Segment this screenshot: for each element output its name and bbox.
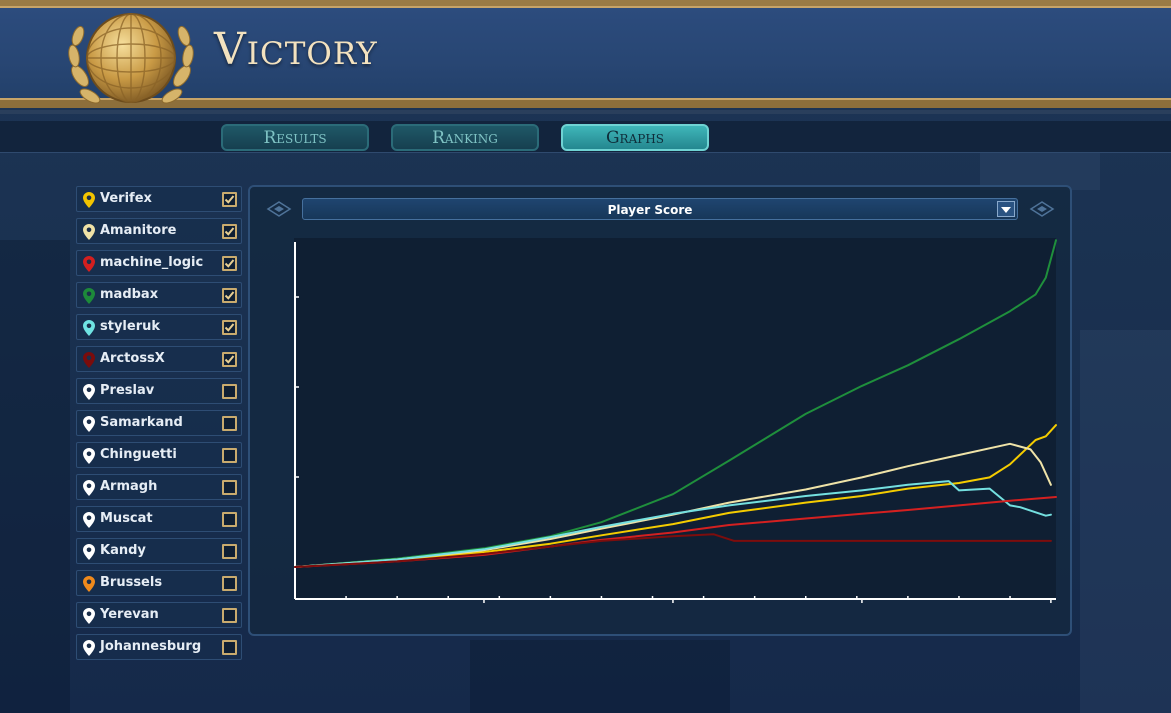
- player-name: Samarkand: [100, 415, 183, 430]
- player-name: madbax: [100, 287, 159, 302]
- background-building: [980, 150, 1100, 190]
- checkmark-icon: [224, 259, 235, 268]
- player-visibility-checkbox[interactable]: [222, 544, 237, 559]
- series-line-amanitore: [294, 442, 1052, 568]
- background-building: [470, 640, 730, 713]
- player-visibility-checkbox[interactable]: [222, 416, 237, 431]
- player-row[interactable]: Amanitore: [76, 218, 242, 244]
- player-row[interactable]: Johannesburg: [76, 634, 242, 660]
- player-name: Armagh: [100, 479, 158, 494]
- x-tick-label: 37: [476, 606, 491, 608]
- x-tick-label: 74: [665, 606, 680, 608]
- player-visibility-checkbox[interactable]: [222, 224, 237, 239]
- player-visibility-checkbox[interactable]: [222, 288, 237, 303]
- player-row[interactable]: ArctossX: [76, 346, 242, 372]
- series-line-arctossx: [294, 533, 1052, 568]
- player-row[interactable]: machine_logic: [76, 250, 242, 276]
- player-visibility-checkbox[interactable]: [222, 480, 237, 495]
- player-visibility-checkbox[interactable]: [222, 512, 237, 527]
- player-name: Muscat: [100, 511, 153, 526]
- series-line-styleruk: [294, 480, 1052, 568]
- player-row[interactable]: Yerevan: [76, 602, 242, 628]
- chevron-down-icon[interactable]: [997, 201, 1015, 217]
- player-name: styleruk: [100, 319, 161, 334]
- diamond-ornament-icon: [266, 201, 292, 217]
- player-visibility-checkbox[interactable]: [222, 192, 237, 207]
- player-row[interactable]: Muscat: [76, 506, 242, 532]
- header-banner: [0, 0, 1171, 114]
- player-row[interactable]: Kandy: [76, 538, 242, 564]
- player-name: Johannesburg: [100, 639, 202, 654]
- globe-laurel-icon: [68, 13, 194, 104]
- player-name: ArctossX: [100, 351, 165, 366]
- x-tick-label: 148: [1039, 606, 1062, 608]
- player-visibility-checkbox[interactable]: [222, 448, 237, 463]
- background-building: [0, 240, 70, 713]
- tab-results[interactable]: Results: [221, 124, 369, 151]
- series-line-madbax: [294, 239, 1057, 568]
- graph-type-selected: Player Score: [607, 203, 693, 217]
- player-name: Yerevan: [100, 607, 159, 622]
- checkmark-icon: [224, 291, 235, 300]
- player-name: Kandy: [100, 543, 146, 558]
- player-visibility-checkbox[interactable]: [222, 608, 237, 623]
- player-visibility-checkbox[interactable]: [222, 320, 237, 335]
- player-row[interactable]: Samarkand: [76, 410, 242, 436]
- player-name: Amanitore: [100, 223, 177, 238]
- player-visibility-checkbox[interactable]: [222, 352, 237, 367]
- checkmark-icon: [224, 227, 235, 236]
- page-title: Victory: [214, 24, 378, 75]
- checkmark-icon: [224, 323, 235, 332]
- background-building: [1080, 330, 1171, 713]
- player-row[interactable]: Preslav: [76, 378, 242, 404]
- player-row[interactable]: Verifex: [76, 186, 242, 212]
- player-row[interactable]: Armagh: [76, 474, 242, 500]
- player-visibility-checkbox[interactable]: [222, 256, 237, 271]
- player-name: Preslav: [100, 383, 155, 398]
- player-visibility-checkbox[interactable]: [222, 384, 237, 399]
- player-row[interactable]: Chinguetti: [76, 442, 242, 468]
- player-name: machine_logic: [100, 255, 204, 270]
- player-row[interactable]: styleruk: [76, 314, 242, 340]
- player-row[interactable]: Brussels: [76, 570, 242, 596]
- player-score-chart: 377411114804829641446: [294, 239, 1062, 608]
- player-visibility-checkbox[interactable]: [222, 576, 237, 591]
- checkmark-icon: [224, 355, 235, 364]
- series-line-verifex: [294, 424, 1057, 568]
- checkmark-icon: [224, 195, 235, 204]
- chart-background: [294, 238, 1056, 600]
- x-tick-label: 111: [850, 606, 873, 608]
- player-name: Verifex: [100, 191, 152, 206]
- player-name: Brussels: [100, 575, 163, 590]
- player-name: Chinguetti: [100, 447, 177, 462]
- diamond-ornament-icon: [1029, 201, 1055, 217]
- tab-ranking[interactable]: Ranking: [391, 124, 539, 151]
- tab-graphs[interactable]: Graphs: [561, 124, 709, 151]
- graph-type-dropdown[interactable]: Player Score: [302, 198, 1018, 220]
- player-row[interactable]: madbax: [76, 282, 242, 308]
- player-visibility-checkbox[interactable]: [222, 640, 237, 655]
